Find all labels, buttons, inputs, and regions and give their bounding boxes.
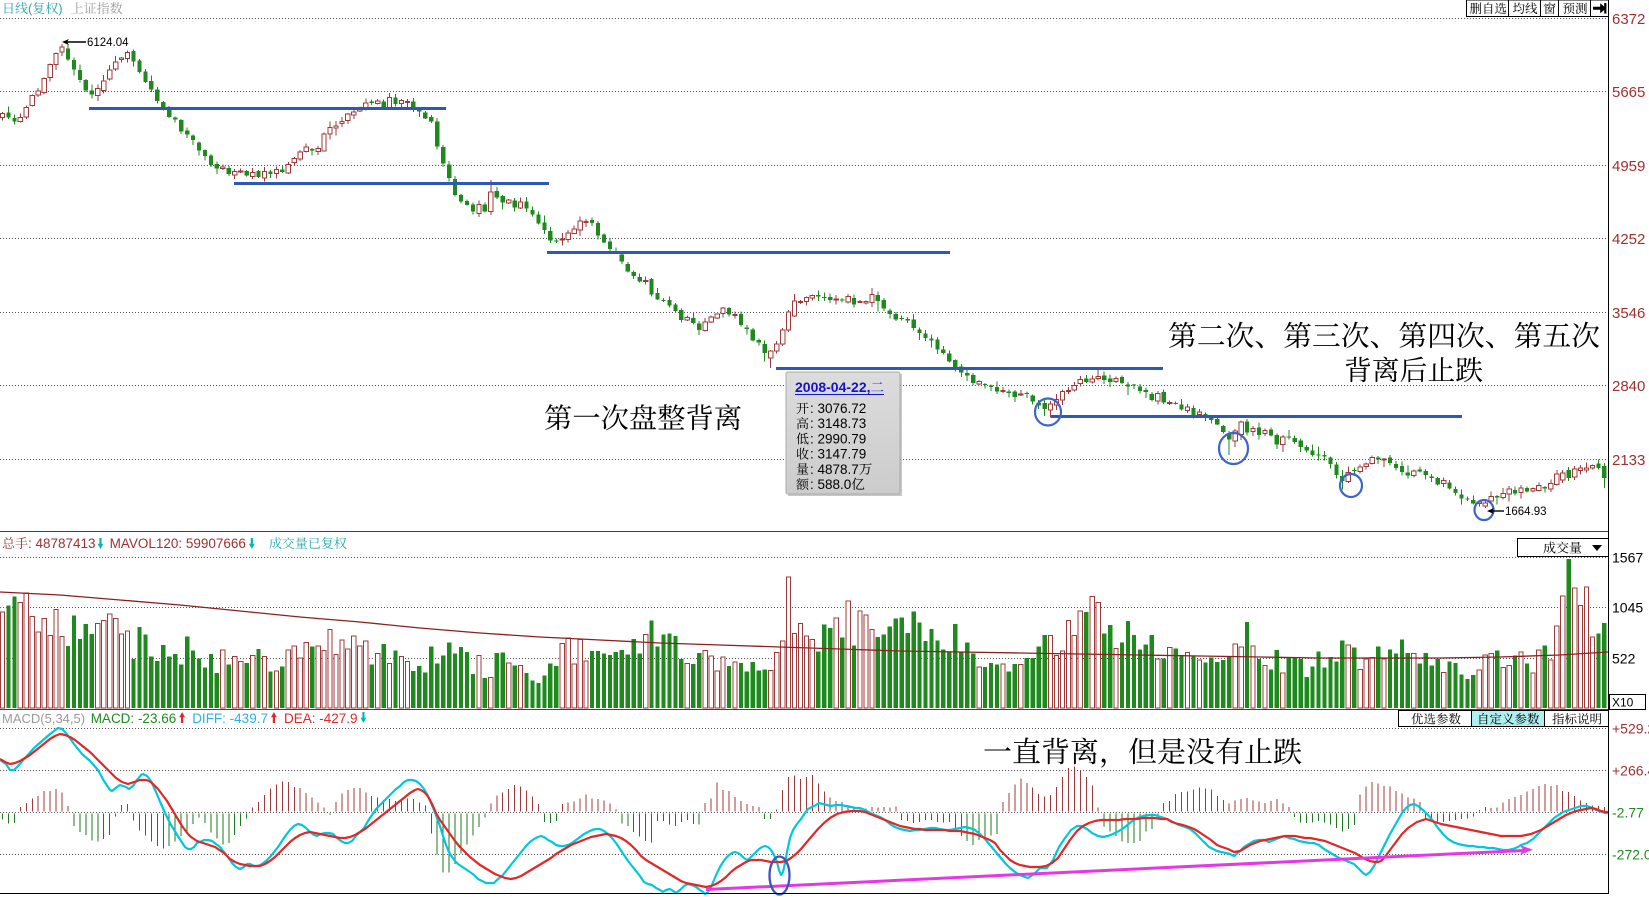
- svg-text:1664.93: 1664.93: [1505, 506, 1547, 518]
- svg-text:4252: 4252: [1612, 231, 1645, 248]
- svg-text:: 3147.79: : 3147.79: [810, 447, 866, 462]
- svg-text:: 588.0: : 588.0: [810, 477, 851, 492]
- svg-text:1045: 1045: [1612, 600, 1643, 616]
- svg-text:: 4878.7: : 4878.7: [810, 462, 859, 477]
- svg-text:: 3076.72: : 3076.72: [810, 401, 866, 416]
- svg-text:2840: 2840: [1612, 378, 1645, 395]
- svg-text:: 48787413: : 48787413: [28, 536, 96, 551]
- svg-text:+529.2: +529.2: [1612, 721, 1649, 737]
- svg-text:-2.77: -2.77: [1612, 805, 1644, 821]
- svg-text:DEA: -427.9: DEA: -427.9: [284, 711, 358, 726]
- svg-text:: 3148.73: : 3148.73: [810, 416, 866, 431]
- svg-text:DIFF: -439.7: DIFF: -439.7: [192, 711, 268, 726]
- svg-text:MAVOL120: 59907666: MAVOL120: 59907666: [110, 536, 246, 551]
- svg-text:-272.0: -272.0: [1612, 847, 1649, 863]
- svg-text:522: 522: [1612, 651, 1636, 667]
- svg-text:3546: 3546: [1612, 305, 1645, 322]
- svg-text:6124.04: 6124.04: [87, 37, 129, 49]
- svg-text:+266.4: +266.4: [1612, 763, 1649, 779]
- svg-text:2008-04-22,: 2008-04-22,: [795, 379, 871, 395]
- svg-text:MACD: -23.66: MACD: -23.66: [91, 711, 177, 726]
- svg-text:2133: 2133: [1612, 452, 1645, 469]
- svg-text:MACD(5,34,5): MACD(5,34,5): [2, 711, 85, 726]
- svg-text:1567: 1567: [1612, 550, 1643, 566]
- svg-text:): ): [58, 1, 62, 16]
- svg-text:5665: 5665: [1612, 84, 1645, 101]
- svg-text:6372: 6372: [1612, 11, 1645, 28]
- svg-text:(: (: [28, 1, 33, 16]
- svg-text:: 2990.79: : 2990.79: [810, 431, 866, 446]
- svg-text:4959: 4959: [1612, 158, 1645, 175]
- svg-text:X10: X10: [1612, 696, 1634, 710]
